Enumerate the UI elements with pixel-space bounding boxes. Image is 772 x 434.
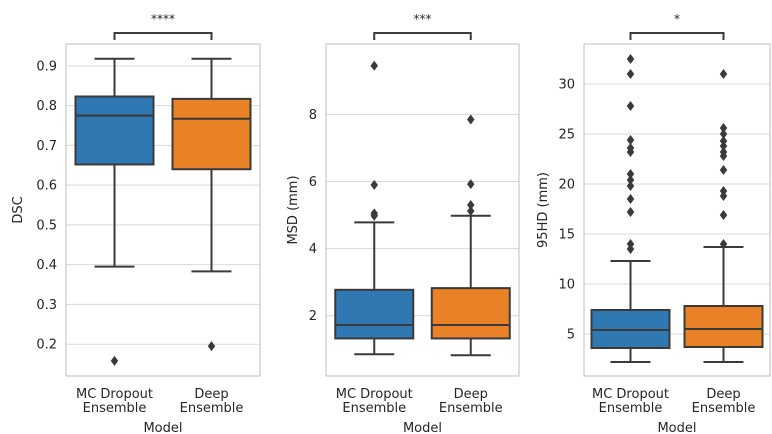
y-tick-label: 5 [567,328,575,343]
iqr-box [334,288,415,340]
outlier-point [719,123,728,133]
plot-frame [583,43,771,377]
y-tick-label: 0.5 [36,218,57,233]
outlier-point [719,165,728,175]
outlier-point [626,181,635,191]
y-tick-label: 0.3 [36,298,57,313]
y-tick-label: 0.2 [36,338,57,353]
significance-bracket [113,32,213,40]
outlier-point [626,143,635,153]
x-tick-label: Deep Ensemble [439,387,503,416]
x-tick-label: MC Dropout Ensemble [76,387,153,416]
y-axis-title: 95HD (mm) [536,172,551,248]
y-tick-label: 0.9 [36,59,57,74]
y-tick-label: 4 [309,242,317,257]
outlier-point [626,135,635,145]
outlier-point [626,194,635,204]
outlier-point [370,60,378,71]
significance-bracket [373,32,472,40]
x-tick-label: Deep Ensemble [180,387,244,416]
box-deep-ensemble [171,57,252,352]
iqr-box [74,95,155,166]
outlier-point [626,169,635,179]
x-axis-title: Model [143,421,182,434]
chart-panel-1: 0.2 0.3 0.4 0.5 0.6 0.7 0.8 0.9 MC Dropout Ensemb… [11,12,261,434]
box-deep-ensemble [430,114,511,357]
chart-panel-3: 5 10 15 20 25 30 MC Dropout Ensemble Deep Ensembl… [536,12,771,434]
x-tick-label: Deep Ensemble [692,387,756,416]
y-tick-label: 8 [309,108,317,123]
outlier-point [370,208,378,219]
iqr-box [683,305,764,348]
box-deep-ensemble [683,69,764,363]
outlier-point [719,69,728,79]
outlier-point [626,207,635,217]
outlier-point [626,69,635,79]
outlier-point [626,54,635,64]
outlier-point [719,129,728,139]
y-tick-label: 25 [558,128,575,143]
y-tick-label: 0.7 [36,139,57,154]
outlier-point [719,210,728,220]
significance-label: *** [414,12,432,26]
significance-label: **** [151,12,175,26]
plot-frame [325,43,520,377]
x-tick-label: MC Dropout Ensemble [336,387,413,416]
y-tick-label: 20 [558,178,575,193]
box-mc-dropout [74,57,155,366]
outlier-point [719,239,728,249]
outlier-point [719,186,728,196]
chart-panel-2: 2 4 6 8 MC Dropout Ensemble Deep Ensemble Model M… [286,12,520,434]
plot-frame [65,43,261,377]
y-tick-label: 10 [558,278,575,293]
outlier-point [467,114,475,125]
outlier-point [467,179,475,190]
box-mc-dropout [590,54,671,363]
outlier-point [467,206,475,217]
y-tick-label: 2 [309,309,317,324]
outlier-point [719,136,728,146]
iqr-box [430,287,511,340]
outlier-point [110,355,119,366]
outlier-point [467,199,475,210]
significance-label: * [674,12,680,26]
x-axis-title: Model [403,421,442,434]
y-tick-label: 0.6 [36,179,57,194]
x-axis-title: Model [657,421,696,434]
y-tick-label: 6 [309,175,317,190]
y-tick-label: 0.4 [36,258,57,273]
y-axis-title: DSC [11,196,26,223]
outlier-point [626,101,635,111]
outlier-point [207,341,216,352]
y-tick-label: 15 [558,228,575,243]
y-axis-title: MSD (mm) [286,175,301,244]
iqr-box [171,97,252,171]
y-tick-label: 0.8 [36,99,57,114]
significance-bracket [629,32,725,40]
box-mc-dropout [334,60,415,356]
outlier-point [719,147,728,157]
outlier-point [370,179,378,190]
y-tick-label: 30 [558,78,575,93]
outlier-point [626,239,635,249]
outlier-point [626,175,635,185]
x-tick-label: MC Dropout Ensemble [592,387,669,416]
